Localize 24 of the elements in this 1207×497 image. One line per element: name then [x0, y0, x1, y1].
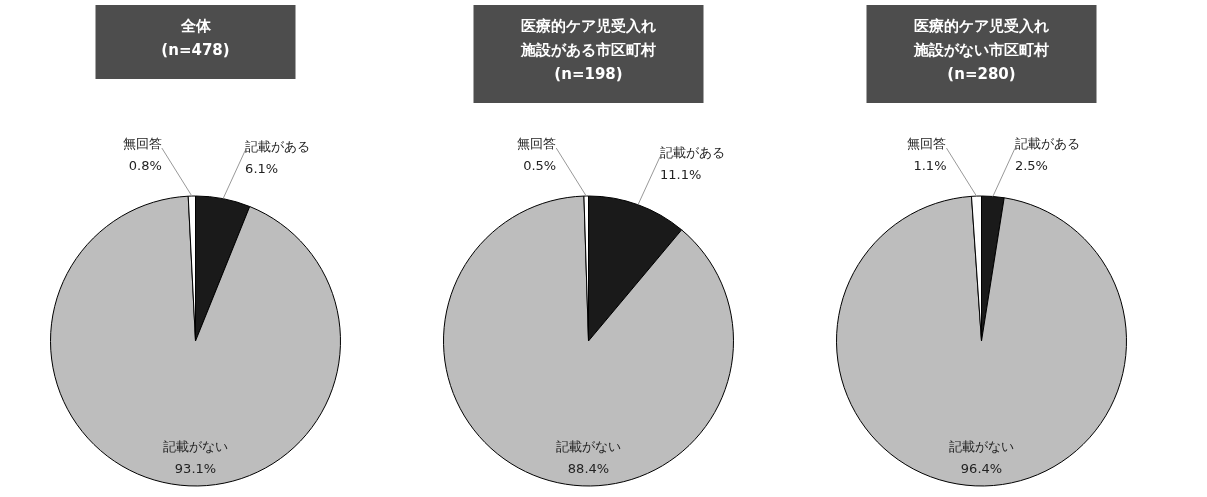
data-label: 11.1%	[660, 166, 702, 182]
pie-slice	[50, 195, 341, 487]
slice-label: 記載がある	[1014, 136, 1080, 152]
data-label: 0.5%	[523, 158, 557, 174]
chart-title: 医療的ケア児受入れ施設がある市区町村 (n=198)	[520, 17, 656, 83]
slice-label: 無回答	[517, 136, 557, 152]
slice-label: 記載がない	[556, 439, 621, 454]
data-label: 88.4%	[567, 461, 610, 476]
data-label: 1.1%	[913, 158, 947, 174]
pie-slice	[443, 195, 734, 487]
slice-label: 無回答	[907, 136, 947, 152]
slice-label: 記載がない	[949, 439, 1014, 454]
data-label: 6.1%	[245, 160, 279, 176]
data-label: 96.4%	[960, 461, 1003, 476]
slice-label: 無回答	[122, 136, 162, 152]
chart-title: 医療的ケア児受入れ施設がない市区町村 (n=280)	[913, 17, 1049, 83]
data-label: 93.1%	[174, 461, 217, 476]
slice-label: 記載がある	[660, 144, 726, 160]
pie-slice	[836, 195, 1127, 487]
chart-title: 全体 (n=478)	[161, 17, 230, 59]
slice-label: 記載がある	[245, 138, 311, 154]
data-label: 0.8%	[128, 158, 162, 174]
slice-label: 記載がない	[163, 439, 228, 454]
data-label: 2.5%	[1014, 158, 1048, 174]
